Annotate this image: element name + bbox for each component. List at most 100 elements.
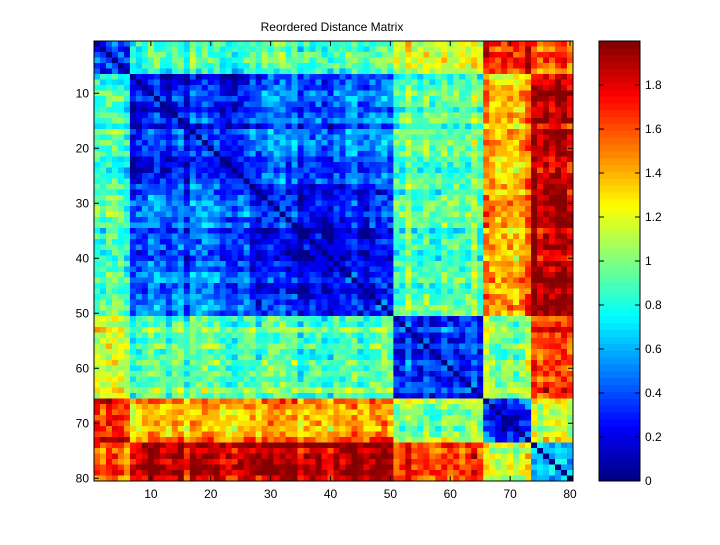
heatmap-cell bbox=[165, 211, 173, 218]
heatmap-cell bbox=[195, 112, 203, 119]
heatmap-cell bbox=[447, 228, 454, 234]
heatmap-cell bbox=[171, 156, 179, 163]
heatmap-cell bbox=[231, 217, 239, 223]
heatmap-cell bbox=[201, 266, 209, 273]
heatmap-cell bbox=[435, 74, 442, 80]
heatmap-cell bbox=[333, 134, 340, 141]
heatmap-cell bbox=[129, 294, 137, 300]
heatmap-cell bbox=[159, 376, 167, 383]
heatmap-cell bbox=[423, 145, 430, 152]
heatmap-cell bbox=[339, 79, 346, 86]
heatmap-cell bbox=[309, 151, 316, 157]
heatmap-cell bbox=[435, 354, 442, 361]
heatmap-cell bbox=[297, 134, 304, 141]
heatmap-cell bbox=[459, 299, 466, 306]
heatmap-cell bbox=[177, 338, 185, 344]
heatmap-cell bbox=[375, 68, 382, 75]
heatmap-cell bbox=[111, 140, 119, 146]
heatmap-cell bbox=[231, 74, 239, 80]
heatmap-cell bbox=[393, 338, 400, 344]
heatmap-cell bbox=[477, 332, 484, 339]
heatmap-cell bbox=[489, 178, 496, 185]
heatmap-cell bbox=[291, 85, 298, 91]
heatmap-cell bbox=[555, 107, 562, 113]
heatmap-cell bbox=[411, 57, 418, 64]
heatmap-cell bbox=[321, 233, 328, 240]
heatmap-cell bbox=[213, 217, 221, 223]
heatmap-cell bbox=[543, 321, 550, 328]
heatmap-cell bbox=[219, 184, 227, 190]
heatmap-cell bbox=[99, 250, 107, 256]
heatmap-cell bbox=[321, 107, 328, 113]
heatmap-cell bbox=[567, 57, 574, 64]
heatmap-cell bbox=[393, 57, 400, 64]
heatmap-cell bbox=[237, 332, 245, 339]
heatmap-cell bbox=[273, 211, 280, 218]
heatmap-cell bbox=[549, 178, 556, 185]
heatmap-cell bbox=[111, 79, 119, 86]
heatmap-cell bbox=[273, 244, 280, 251]
heatmap-cell bbox=[381, 134, 388, 141]
heatmap-cell bbox=[159, 41, 167, 47]
heatmap-cell bbox=[459, 294, 466, 300]
heatmap-cell bbox=[111, 41, 119, 47]
heatmap-cell bbox=[441, 239, 448, 245]
heatmap-cell bbox=[225, 112, 233, 119]
heatmap-cell bbox=[129, 74, 137, 80]
heatmap-cell bbox=[309, 167, 316, 174]
heatmap-cell bbox=[525, 123, 532, 130]
heatmap-cell bbox=[339, 63, 346, 69]
heatmap-cell bbox=[393, 123, 400, 130]
heatmap-cell bbox=[159, 305, 167, 311]
heatmap-cell bbox=[117, 217, 125, 223]
heatmap-cell bbox=[225, 118, 233, 124]
heatmap-cell bbox=[429, 195, 436, 201]
heatmap-cell bbox=[207, 376, 215, 383]
heatmap-cell bbox=[429, 79, 436, 86]
heatmap-cell bbox=[543, 338, 550, 344]
heatmap-cell bbox=[291, 189, 298, 196]
heatmap-cell bbox=[153, 250, 161, 256]
heatmap-cell bbox=[333, 371, 340, 377]
heatmap-cell bbox=[525, 338, 532, 344]
heatmap-cell bbox=[441, 277, 448, 284]
heatmap-cell bbox=[285, 57, 292, 64]
heatmap-cell bbox=[357, 63, 364, 69]
heatmap-cell bbox=[165, 310, 173, 317]
heatmap-cell bbox=[147, 167, 155, 174]
heatmap-cell bbox=[345, 41, 352, 47]
heatmap-cell bbox=[483, 244, 490, 251]
heatmap-cell bbox=[279, 173, 286, 179]
heatmap-cell bbox=[129, 376, 137, 383]
heatmap-cell bbox=[147, 321, 155, 328]
heatmap-cell bbox=[525, 167, 532, 174]
heatmap-cell bbox=[393, 310, 400, 317]
heatmap-cell bbox=[501, 332, 508, 339]
heatmap-cell bbox=[357, 228, 364, 234]
heatmap-cell bbox=[159, 140, 167, 146]
heatmap-cell bbox=[105, 332, 113, 339]
heatmap-cell bbox=[273, 140, 280, 146]
heatmap-cell bbox=[555, 338, 562, 344]
heatmap-cell bbox=[495, 129, 502, 135]
heatmap-cell bbox=[525, 261, 532, 267]
heatmap-cell bbox=[351, 184, 358, 190]
heatmap-cell bbox=[315, 90, 322, 97]
heatmap-cell bbox=[447, 129, 454, 135]
heatmap-cell bbox=[171, 305, 179, 311]
heatmap-cell bbox=[111, 107, 119, 113]
heatmap-cell bbox=[111, 151, 119, 157]
heatmap-cell bbox=[105, 338, 113, 344]
heatmap-cell bbox=[345, 266, 352, 273]
heatmap-cell bbox=[333, 310, 340, 317]
heatmap-cell bbox=[549, 200, 556, 207]
heatmap-cell bbox=[297, 316, 304, 322]
heatmap-cell bbox=[213, 107, 221, 113]
heatmap-cell bbox=[363, 255, 370, 262]
heatmap-cell bbox=[94, 112, 101, 119]
heatmap-cell bbox=[273, 112, 280, 119]
heatmap-cell bbox=[339, 41, 346, 47]
heatmap-cell bbox=[261, 162, 268, 168]
heatmap-cell bbox=[279, 327, 286, 333]
heatmap-cell bbox=[531, 68, 538, 75]
